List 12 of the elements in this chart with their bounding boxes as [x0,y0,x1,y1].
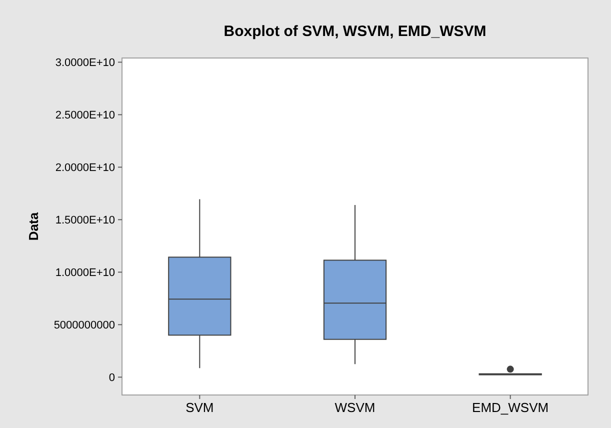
chart-title: Boxplot of SVM, WSVM, EMD_WSVM [224,23,486,40]
x-tick-label: EMD_WSVM [472,400,549,415]
y-tick-label: 2.5000E+10 [55,110,115,122]
y-tick-label: 0 [108,372,115,384]
y-tick-label: 3.0000E+10 [55,57,115,70]
y-tick-label: 5000000000 [54,320,115,332]
x-tick-label: SVM [186,400,214,415]
y-tick-label: 1.0000E+10 [55,267,115,280]
y-tick-label: 1.5000E+10 [55,214,115,227]
y-tick-label: 2.0000E+10 [55,162,115,174]
y-axis-title: Data [26,212,41,241]
x-tick-label: WSVM [334,400,376,415]
